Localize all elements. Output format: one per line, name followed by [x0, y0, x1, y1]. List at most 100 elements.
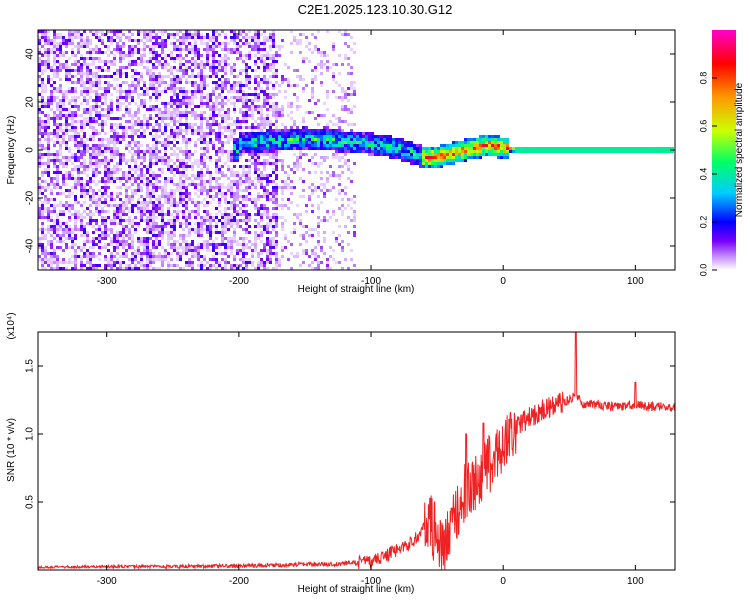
spectrogram-cell	[107, 39, 110, 42]
spectrogram-cell	[230, 264, 233, 267]
spectrogram-cell	[122, 252, 125, 255]
spectrogram-cell	[134, 132, 137, 135]
spectrogram-cell	[461, 147, 464, 150]
spectrogram-cell	[149, 261, 152, 264]
spectrogram-cell	[272, 150, 275, 153]
spectrogram-cell	[185, 225, 188, 228]
spectrogram-cell	[80, 261, 83, 264]
spectrogram-cell	[458, 159, 461, 162]
spectrogram-cell	[86, 42, 89, 45]
spectrogram-cell	[230, 240, 233, 243]
spectrogram-cell	[323, 63, 326, 66]
spectrogram-cell	[254, 150, 257, 153]
spectrogram-cell	[296, 132, 299, 135]
spectrogram-cell	[65, 114, 68, 117]
spectrogram-cell	[215, 39, 218, 42]
spectrogram-cell	[56, 150, 59, 153]
spectrogram-cell	[233, 219, 236, 222]
spectrogram-cell	[212, 93, 215, 96]
spectrogram-cell	[227, 123, 230, 126]
spectrogram-cell	[56, 213, 59, 216]
spectrogram-cell	[146, 258, 149, 261]
spectrogram-cell	[212, 30, 215, 33]
spectrogram-cell	[164, 114, 167, 117]
spectrogram-cell	[173, 129, 176, 132]
spectrogram-cell	[215, 30, 218, 33]
spectrogram-cell	[116, 42, 119, 45]
spectrogram-cell	[263, 45, 266, 48]
spectrogram-cell	[482, 135, 485, 138]
spectrogram-cell	[212, 255, 215, 258]
spectrogram-cell	[317, 144, 320, 147]
spectrogram-cell	[275, 117, 278, 120]
spectrogram-cell	[272, 201, 275, 204]
spectrogram-cell	[287, 138, 290, 141]
spectrogram-cell	[338, 177, 341, 180]
spectrogram-cell	[245, 165, 248, 168]
spectrogram-cell	[59, 225, 62, 228]
spectrogram-cell	[326, 93, 329, 96]
spectrogram-cell	[254, 243, 257, 246]
spectrogram-cell	[338, 132, 341, 135]
spectrogram-cell	[233, 144, 236, 147]
spectrogram-cell	[41, 264, 44, 267]
spectrogram-cell	[146, 225, 149, 228]
spectrogram-cell	[122, 240, 125, 243]
spectrogram-cell	[92, 213, 95, 216]
spectrogram-cell	[254, 153, 257, 156]
spectrogram-cell	[68, 117, 71, 120]
spectrogram-cell	[233, 36, 236, 39]
spectrogram-cell	[266, 132, 269, 135]
spectrogram-cell	[341, 165, 344, 168]
spectrogram-cell	[341, 189, 344, 192]
spectrogram-cell	[254, 186, 257, 189]
spectrogram-cell	[299, 105, 302, 108]
spectrogram-cell	[410, 156, 413, 159]
spectrogram-cell	[98, 51, 101, 54]
spectrogram-cell	[146, 93, 149, 96]
spectrogram-cell	[182, 234, 185, 237]
spectrogram-cell	[218, 102, 221, 105]
spectrogram-cell	[107, 159, 110, 162]
spectrogram-cell	[410, 150, 413, 153]
spectrogram-cell	[248, 186, 251, 189]
spectrogram-cell	[53, 159, 56, 162]
spectrogram-cell	[254, 63, 257, 66]
spectrogram-cell	[116, 240, 119, 243]
spectrogram-cell	[248, 132, 251, 135]
spectrogram-cell	[263, 138, 266, 141]
spectrogram-cell	[182, 168, 185, 171]
spectrogram-cell	[209, 123, 212, 126]
spectrogram-cell	[413, 162, 416, 165]
spectrogram-cell	[476, 144, 479, 147]
spectrogram-cell	[215, 60, 218, 63]
spectrogram-cell	[248, 246, 251, 249]
spectrogram-cell	[98, 180, 101, 183]
spectrogram-cell	[44, 120, 47, 123]
spectrogram-cell	[149, 228, 152, 231]
spectrogram-cell	[203, 189, 206, 192]
spectrogram-cell	[131, 198, 134, 201]
spectrogram-cell	[152, 195, 155, 198]
spectrogram-cell	[128, 237, 131, 240]
spectrogram-cell	[170, 195, 173, 198]
spectrogram-cell	[176, 255, 179, 258]
spectrogram-cell	[332, 231, 335, 234]
spectrogram-cell	[107, 60, 110, 63]
spectrogram-cell	[80, 264, 83, 267]
spectrogram-cell	[74, 165, 77, 168]
spectrogram-cell	[197, 213, 200, 216]
spectrogram-cell	[212, 186, 215, 189]
spectrogram-cell	[173, 201, 176, 204]
spectrogram-cell	[131, 138, 134, 141]
spectrogram-cell	[152, 192, 155, 195]
spectrogram-cell	[245, 42, 248, 45]
spectrogram-cell	[317, 240, 320, 243]
spectrogram-cell	[218, 177, 221, 180]
spectrogram-cell	[161, 192, 164, 195]
spectrogram-cell	[89, 204, 92, 207]
spectrogram-cell	[281, 228, 284, 231]
spectrogram-cell	[350, 111, 353, 114]
spectrogram-cell	[332, 135, 335, 138]
spectrogram-cell	[212, 177, 215, 180]
